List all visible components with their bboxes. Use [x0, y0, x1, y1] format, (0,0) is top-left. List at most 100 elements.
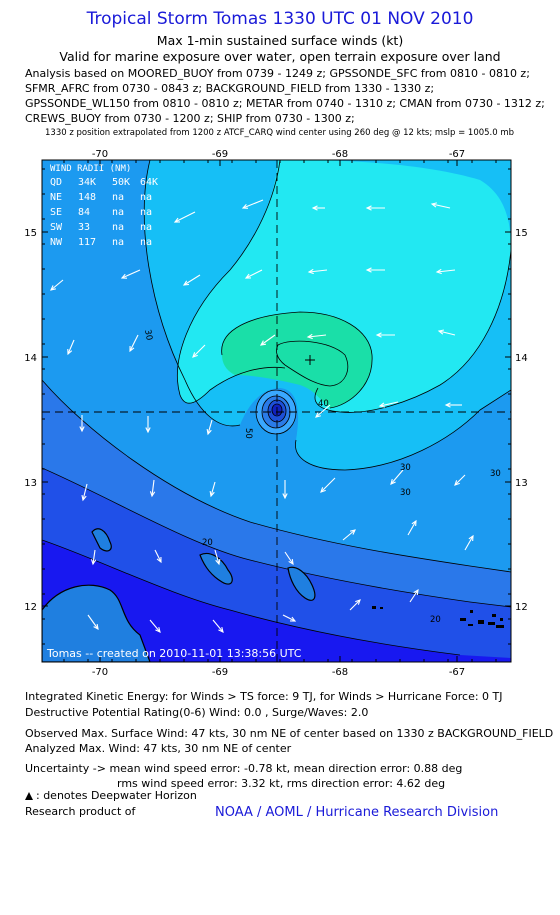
wind-arrow [379, 401, 399, 407]
wind-radii-cell: 84 [78, 207, 90, 218]
wind-arrow-head [218, 627, 224, 633]
wind-radii-cell: na [112, 192, 124, 203]
wind-arrow-head [437, 329, 445, 335]
island [199, 552, 233, 585]
wind-arrow [151, 479, 155, 497]
dpr-line: Destructive Potential Rating(0-6) Wind: … [25, 706, 369, 719]
wind-arrow-head [156, 556, 162, 564]
wind-arrow-head [209, 490, 215, 498]
analysis-line: SFMR_AFRC from 0730 - 0843 z; BACKGROUND… [25, 82, 435, 95]
wind-arrow [407, 520, 417, 536]
noaa-aoml-credit[interactable]: NOAA / AOML / Hurricane Research Divisio… [215, 805, 499, 820]
wind-arrow [438, 330, 456, 336]
wind-arrow [282, 614, 296, 622]
wind-radii-cell: na [112, 222, 124, 233]
wind-arrow-head [244, 273, 252, 279]
wind-arrow-head [90, 559, 97, 566]
wind-arrow-head [307, 268, 314, 275]
contour-55 [276, 340, 349, 387]
wind-arrow-head [365, 205, 372, 211]
analysis-line: Analysis based on MOORED_BUOY from 0739 … [25, 67, 530, 80]
wind-radii-cell: na [112, 207, 124, 218]
wind-arrow-head [145, 427, 151, 434]
wind-arrow [92, 549, 96, 565]
research-product-label: Research product of [25, 805, 136, 818]
lat-tick-label: 13 [515, 478, 528, 489]
ike-line: Integrated Kinetic Energy: for Winds > T… [25, 690, 503, 703]
wind-radii-header-cell: QD [50, 177, 62, 188]
wind-arrow [464, 535, 474, 551]
wind-radii-header-cell: 34K [78, 177, 96, 188]
map-title: Tropical Storm Tomas 1330 UTC 01 NOV 201… [86, 9, 474, 29]
contour-label: 20 [430, 615, 441, 625]
lat-tick-label: 15 [24, 228, 37, 239]
wind-arrow-head [411, 519, 417, 527]
wind-arrow-head [430, 202, 437, 208]
max-wind-marker [305, 355, 315, 365]
analysis-line: CREWS_BUOY from 0730 - 1200 z; SHIP from… [25, 112, 355, 125]
deepwater-horizon-text: : denotes Deepwater Horizon [36, 789, 197, 802]
wind-arrow-head [259, 340, 267, 346]
validity-note: Valid for marine exposure over water, op… [59, 49, 501, 64]
island [91, 528, 112, 552]
contour-30 [143, 160, 241, 427]
lon-tick-label: -68 [332, 667, 348, 678]
wind-arrow [320, 477, 336, 493]
wind-radii-cell: na [140, 207, 152, 218]
wind-arrow-head [468, 534, 474, 542]
band-50plus [276, 341, 348, 386]
wind-arrow [436, 269, 456, 273]
contour-label: 30 [490, 469, 501, 479]
wind-arrow [454, 474, 466, 486]
wind-radii-cell: na [140, 222, 152, 233]
contour-label: 20 [202, 538, 213, 548]
wind-arrow-head [93, 623, 99, 631]
lat-tick-label: 14 [515, 353, 528, 364]
observed-max-line: Observed Max. Surface Wind: 47 kts, 30 n… [25, 727, 554, 740]
wind-arrow-head [454, 480, 460, 486]
wind-radii-cell: SW [50, 222, 63, 233]
contour-20 [42, 379, 511, 573]
wind-field-map: -70 -69 -68 -67 -70 -69 -68 -67 15 14 13… [24, 149, 527, 678]
wind-arrow-head [315, 412, 321, 418]
wind-arrow-head [289, 616, 297, 622]
wind-radii-cell: na [112, 237, 124, 248]
wind-radii-table: WIND RADII (NM) QD 34K 50K 64K NE 148 na na SE 84… [50, 164, 158, 248]
axis-labels: -70 -69 -68 -67 -70 -69 -68 -67 15 14 13… [24, 149, 527, 678]
lat-tick-label: 14 [24, 353, 37, 364]
lon-tick-label: -67 [449, 667, 465, 678]
lon-tick-label: -67 [449, 149, 465, 160]
map-frame [41, 159, 512, 663]
wind-arrow [87, 614, 99, 630]
wind-arrow [212, 619, 224, 633]
wind-arrow [67, 339, 75, 355]
wind-arrow-head [79, 426, 85, 433]
lat-tick-label: 13 [24, 478, 37, 489]
rig-icon [25, 792, 33, 800]
contour-lines [42, 160, 511, 656]
deepwater-horizon-legend: : denotes Deepwater Horizon [25, 789, 197, 802]
contour-label: 30 [400, 488, 411, 498]
lat-tick-label: 15 [515, 228, 528, 239]
wind-arrow-head [320, 487, 326, 493]
wind-radii-cell: na [140, 237, 152, 248]
wind-arrow [431, 203, 451, 209]
contour-labels: 30 20 40 30 30 30 20 50 [142, 329, 501, 625]
wind-arrow [183, 274, 201, 286]
lon-tick-label: -68 [332, 149, 348, 160]
wind-arrow-head [444, 402, 451, 408]
wind-arrow-head [215, 558, 221, 566]
analysis-line: GPSSONDE_WL150 from 0810 - 0810 z; METAR… [25, 97, 545, 110]
wind-radii-cell: 117 [78, 237, 96, 248]
lon-tick-label: -70 [92, 667, 108, 678]
wind-arrow-head [182, 280, 190, 286]
wind-arrow [174, 211, 196, 223]
contour-label: 30 [400, 463, 411, 473]
wind-arrow [50, 279, 64, 291]
wind-arrow [349, 599, 361, 611]
analyzed-max-line: Analyzed Max. Wind: 47 kts, 30 nm NE of … [25, 742, 292, 755]
wind-arrow-head [375, 332, 382, 338]
wind-arrow [409, 589, 419, 603]
lon-tick-label: -69 [212, 667, 228, 678]
wind-arrow [121, 269, 141, 279]
